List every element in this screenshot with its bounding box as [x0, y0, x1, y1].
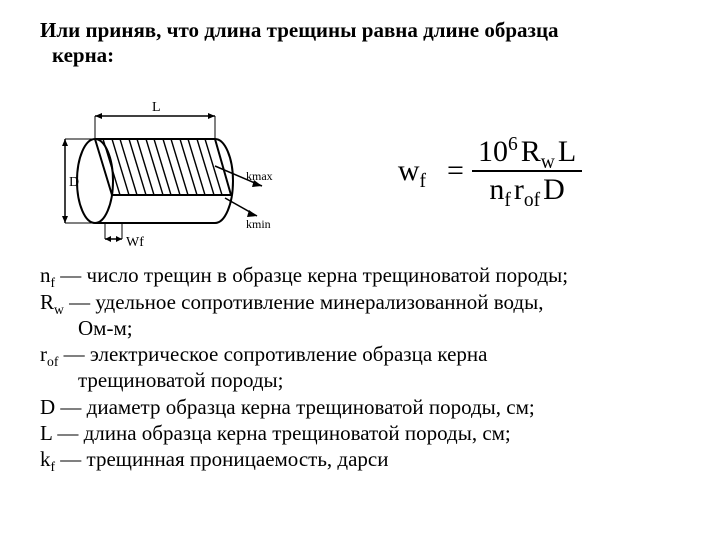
- def-L-text: длина образца керна трещиноватой породы,…: [84, 421, 511, 445]
- formula-lhs: wf =: [398, 154, 464, 188]
- den-D: D: [543, 173, 565, 206]
- def-Rw-cont: Ом-м;: [40, 315, 690, 341]
- formula-w: w: [398, 154, 420, 187]
- def-kf: kf — трещинная проницаемость, дарси: [40, 446, 690, 472]
- dash: —: [60, 263, 81, 287]
- def-Rw-cont-text: Ом-м;: [78, 316, 133, 340]
- def-nf-text: число трещин в образце керна трещиновато…: [87, 263, 569, 287]
- def-rof: rof — электрическое сопротивление образц…: [40, 341, 690, 367]
- sym-rof-base: r: [40, 342, 47, 366]
- dash: —: [57, 421, 78, 445]
- dash: —: [60, 395, 81, 419]
- definitions: n f — число трещин в образце керна трещин…: [40, 262, 690, 472]
- def-rof-cont-text: трещиноватой породы;: [78, 368, 283, 392]
- def-rof-text: электрическое сопротивление образца керн…: [90, 342, 488, 366]
- formula: wf = 106RwL nfrofD: [290, 134, 690, 208]
- den-n: n: [489, 173, 504, 206]
- formula-w-sub: f: [420, 171, 427, 192]
- label-D: D: [69, 175, 79, 190]
- sym-L: L: [40, 421, 52, 445]
- num-exp: 6: [508, 134, 518, 155]
- label-Wf: Wf: [126, 235, 144, 250]
- title-line-1: Или приняв, что длина трещины равна длин…: [40, 18, 559, 42]
- den-r: r: [514, 173, 524, 206]
- den-r-sub: of: [524, 190, 540, 211]
- num-L: L: [558, 135, 576, 168]
- def-L: L — длина образца керна трещиноватой пор…: [40, 420, 690, 446]
- figure-row: L D Wf kmax kmin wf = 106RwL: [40, 86, 690, 256]
- formula-fraction: 106RwL nfrofD: [472, 134, 582, 208]
- sym-nf-base: n: [40, 263, 51, 287]
- def-D: D — диаметр образца керна трещиноватой п…: [40, 394, 690, 420]
- dash: —: [69, 290, 90, 314]
- sym-D: D: [40, 395, 55, 419]
- formula-numerator: 106RwL: [472, 134, 582, 170]
- den-n-sub: f: [504, 190, 511, 211]
- def-D-text: диаметр образца керна трещиноватой пород…: [87, 395, 535, 419]
- def-nf: nf — число трещин в образце керна трещин…: [40, 262, 690, 288]
- title-line-2: керна:: [52, 43, 114, 67]
- page: Или приняв, что длина трещины равна длин…: [0, 0, 720, 472]
- core-diagram: L D Wf kmax kmin: [40, 86, 290, 256]
- def-kf-text: трещинная проницаемость, дарси: [87, 447, 389, 471]
- sym-kf-base: k: [40, 447, 51, 471]
- def-Rw: Rw — удельное сопротивление минерализова…: [40, 289, 690, 315]
- formula-denominator: nfrofD: [483, 172, 570, 208]
- dash: —: [64, 342, 85, 366]
- num-coef: 10: [478, 135, 508, 168]
- sym-Rw-base: R: [40, 290, 54, 314]
- dash: —: [60, 447, 81, 471]
- label-kmin: kmin: [246, 217, 271, 231]
- sym-Rw-sub: w: [54, 302, 64, 317]
- formula-equals: =: [447, 154, 464, 187]
- def-Rw-text: удельное сопротивление минерализованной …: [95, 290, 543, 314]
- sym-rof-sub: of: [47, 354, 58, 369]
- def-rof-cont: трещиноватой породы;: [40, 367, 690, 393]
- label-kmax: kmax: [246, 169, 273, 183]
- num-R: R: [521, 135, 541, 168]
- sym-kf-sub: f: [51, 459, 56, 474]
- title: Или приняв, что длина трещины равна длин…: [40, 18, 690, 68]
- label-L: L: [152, 100, 161, 115]
